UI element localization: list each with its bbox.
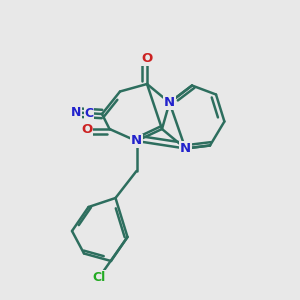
Text: N: N: [164, 96, 175, 109]
Text: C: C: [85, 106, 94, 120]
Text: N: N: [180, 142, 191, 155]
Text: N: N: [71, 106, 82, 119]
Text: N: N: [131, 134, 142, 148]
Text: Cl: Cl: [92, 271, 106, 284]
Text: O: O: [141, 52, 153, 65]
Text: O: O: [81, 122, 93, 136]
